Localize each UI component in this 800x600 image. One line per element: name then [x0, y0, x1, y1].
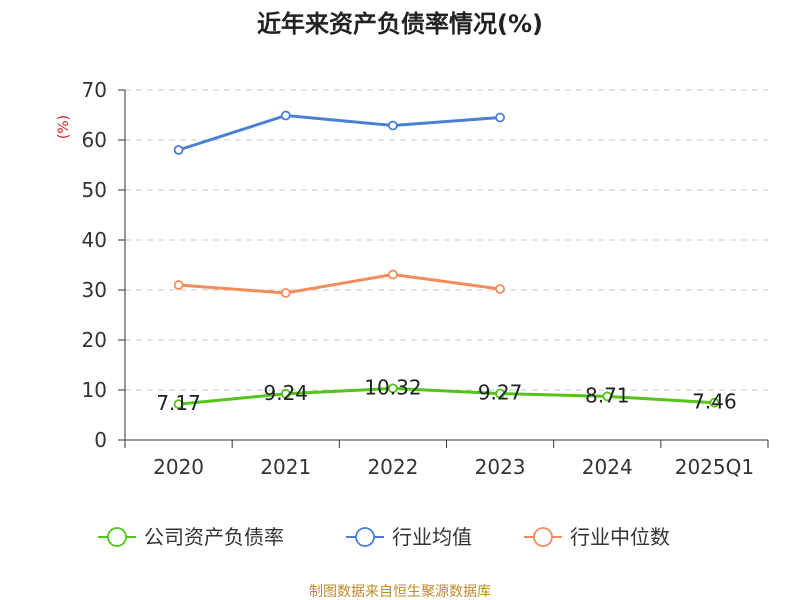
legend-item: 行业均值	[346, 525, 472, 549]
y-tick-label: 70	[82, 78, 107, 102]
data-point	[173, 145, 184, 155]
data-point	[173, 280, 184, 290]
x-tick-label: 2023	[475, 455, 526, 479]
x-tick-label: 2020	[153, 455, 204, 479]
legend-swatch-marker	[107, 527, 127, 547]
axes: 0 10 20 30 40 50 60 70 2020 2021 2022 2023 2024 2025Q…	[82, 78, 769, 479]
y-tick-label: 40	[82, 228, 107, 252]
series-layer	[173, 110, 720, 410]
data-label: 8.71	[585, 383, 630, 407]
legend-swatch-marker	[533, 527, 553, 547]
series-line	[178, 114, 501, 152]
data-point	[602, 391, 613, 402]
data-point	[495, 284, 505, 294]
legend-item: 行业中位数	[524, 525, 670, 549]
data-point	[280, 288, 291, 298]
legend-label: 行业中位数	[570, 525, 670, 549]
y-tick-label: 50	[82, 178, 107, 202]
data-point	[388, 269, 398, 280]
data-label: 10.32	[364, 375, 421, 399]
data-label: 9.24	[263, 381, 308, 405]
data-point	[280, 388, 291, 399]
legend-item: 公司资产负债率	[98, 525, 284, 549]
source-note: 制图数据来自恒生聚源数据库	[309, 584, 491, 600]
data-point	[495, 388, 505, 399]
legend-label: 公司资产负债率	[144, 525, 284, 549]
x-tick-label: 2024	[582, 455, 633, 479]
y-tick-label: 0	[94, 428, 107, 452]
legend: 公司资产负债率 行业均值 行业中位数	[98, 525, 670, 549]
data-label: 7.17	[156, 391, 201, 415]
y-tick-label: 10	[82, 378, 107, 402]
data-label: 9.27	[478, 381, 523, 405]
legend-label: 行业均值	[392, 525, 472, 549]
data-label: 7.46	[692, 390, 737, 414]
chart-title: 近年来资产负债率情况(%)	[257, 10, 543, 38]
y-unit-label: (%)	[56, 115, 72, 139]
y-tick-label: 20	[82, 328, 107, 352]
legend-swatch-marker	[355, 527, 375, 547]
series-line	[178, 386, 715, 406]
series-line	[178, 273, 501, 295]
data-labels: 7.17 9.24 10.32 9.27 8.71 7.46	[156, 375, 736, 415]
y-tick-label: 30	[82, 278, 107, 302]
data-point	[495, 112, 505, 123]
x-tick-label: 2022	[367, 455, 418, 479]
data-point	[388, 383, 398, 394]
data-point	[388, 120, 398, 131]
x-tick-label: 2025Q1	[675, 455, 754, 479]
data-point	[280, 110, 291, 121]
y-tick-label: 60	[82, 128, 107, 152]
data-point	[709, 397, 720, 408]
data-point	[173, 399, 184, 410]
x-tick-label: 2021	[260, 455, 311, 479]
